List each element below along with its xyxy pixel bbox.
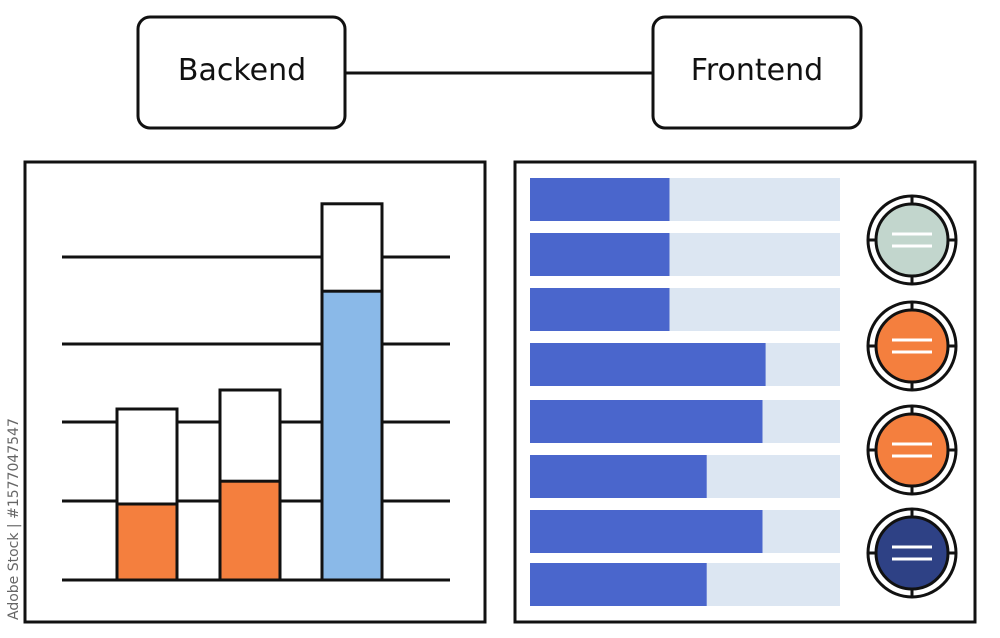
- progress-bar: [530, 343, 840, 386]
- progress-bar: [530, 233, 840, 276]
- progress-bar: [530, 563, 840, 606]
- menu-icon-orange: [866, 300, 958, 392]
- progress-fill: [530, 510, 763, 553]
- progress-fill: [530, 288, 670, 331]
- progress-fill: [530, 178, 670, 221]
- progress-bar: [530, 510, 840, 553]
- progress-fill: [530, 455, 707, 498]
- status-icons: [866, 194, 958, 599]
- progress-bar: [530, 455, 840, 498]
- bar-fill: [218, 479, 282, 582]
- backend-chart-panel: [23, 160, 487, 624]
- progress-fill: [530, 233, 670, 276]
- progress-fill: [530, 400, 763, 443]
- frontend-node: Frontend: [651, 15, 863, 130]
- menu-icon-orange: [866, 404, 958, 496]
- progress-bar: [530, 400, 840, 443]
- menu-icon-green: [866, 194, 958, 286]
- progress-bar: [530, 178, 840, 221]
- bar-fill: [115, 502, 179, 582]
- progress-fill: [530, 563, 707, 606]
- progress-bars: [530, 178, 840, 606]
- chart-bar: [320, 202, 384, 582]
- bar-fill: [320, 289, 384, 582]
- chart-bar: [115, 407, 179, 582]
- frontend-label: Frontend: [691, 53, 823, 88]
- progress-bar: [530, 288, 840, 331]
- chart-bars: [115, 202, 384, 582]
- progress-fill: [530, 343, 766, 386]
- menu-icon-navy: [866, 507, 958, 599]
- backend-node: Backend: [136, 15, 347, 130]
- backend-label: Backend: [178, 53, 306, 88]
- chart-bar: [218, 388, 282, 582]
- frontend-dashboard-panel: [513, 160, 977, 624]
- side-caption: Adobe Stock | #1577047547: [6, 418, 22, 620]
